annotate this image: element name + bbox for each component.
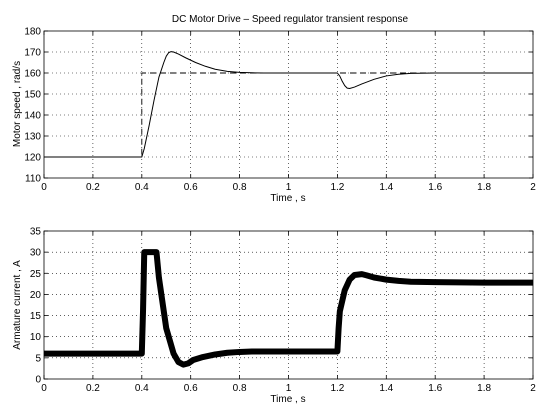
- top-chart-grid: [44, 31, 533, 178]
- bottom-chart-x-tick-label: 1.6: [428, 383, 442, 394]
- top-chart-y-axis-label: Motor speed , rad/s: [12, 61, 23, 147]
- bottom-chart-x-tick-label: 1.4: [379, 383, 393, 394]
- top-chart-x-tick-label: 0.2: [86, 182, 100, 193]
- bottom-chart-series: [44, 249, 533, 368]
- bottom-chart-x-tick-label: 1: [286, 383, 292, 394]
- bottom-chart-x-tick-label: 2: [530, 383, 536, 394]
- top-chart-y-tick-label: 140: [24, 111, 41, 122]
- bottom-chart-y-tick-label: 30: [30, 248, 42, 259]
- bottom-chart-y-tick-label: 15: [30, 311, 42, 322]
- top-chart-x-tick-label: 1.6: [428, 182, 442, 193]
- top-chart-y-ticks: 110 120 130 140 150 160 170 180: [24, 27, 533, 185]
- top-chart-y-tick-label: 180: [24, 27, 41, 38]
- top-chart-x-tick-label: 1.4: [379, 182, 393, 193]
- top-chart-y-tick-label: 130: [24, 132, 41, 143]
- top-chart-x-tick-label: 1.8: [477, 182, 491, 193]
- top-chart-title: DC Motor Drive – Speed regulator transie…: [172, 14, 409, 25]
- bottom-chart-x-tick-label: 0.6: [184, 383, 198, 394]
- bottom-chart-x-axis-label: Time , s: [270, 394, 305, 405]
- top-chart-x-tick-label: 1: [286, 182, 292, 193]
- bottom-chart-y-tick-label: 25: [30, 269, 42, 280]
- bottom-chart-x-ticks: 0 0.2 0.4 0.6 0.8 1 1.2 1.4 1.6 1.8 2: [41, 231, 536, 394]
- bottom-chart-y-ticks: 0 5 10 15 20 25 30 35: [30, 227, 533, 386]
- bottom-chart-y-tick-label: 0: [35, 375, 41, 386]
- bottom-chart-series-line-1: [44, 249, 533, 368]
- top-chart-x-tick-label: 2: [530, 182, 536, 193]
- top-chart-x-axis-label: Time , s: [270, 193, 305, 204]
- bottom-chart-y-axis-label: Armature current , A: [12, 260, 23, 350]
- bottom-chart-x-tick-label: 0.8: [233, 383, 247, 394]
- top-chart-x-tick-label: 1.2: [330, 182, 344, 193]
- top-chart-x-tick-label: 0.4: [135, 182, 149, 193]
- bottom-chart-grid: [44, 231, 533, 379]
- bottom-chart-y-tick-label: 5: [35, 353, 41, 364]
- top-chart-x-tick-label: 0.8: [233, 182, 247, 193]
- top-chart-x-tick-label: 0.6: [184, 182, 198, 193]
- top-chart-y-tick-label: 120: [24, 153, 41, 164]
- top-chart-series: [44, 51, 533, 158]
- top-chart-y-tick-label: 150: [24, 90, 41, 101]
- bottom-chart-x-tick-label: 0: [41, 383, 47, 394]
- top-chart-x-tick-label: 0: [41, 182, 47, 193]
- top-chart-y-tick-label: 170: [24, 48, 41, 59]
- top-chart-x-ticks: 0 0.2 0.4 0.6 0.8 1 1.2 1.4 1.6 1.8 2: [41, 31, 536, 193]
- top-chart-y-tick-label: 160: [24, 69, 41, 80]
- bottom-chart-frame: [43, 230, 534, 380]
- top-chart-y-tick-label: 110: [25, 174, 41, 185]
- bottom-chart-x-tick-label: 1.8: [477, 383, 491, 394]
- bottom-chart-x-tick-label: 1.2: [330, 383, 344, 394]
- bottom-chart-x-tick-label: 0.4: [135, 383, 149, 394]
- bottom-chart-y-tick-label: 35: [30, 227, 42, 238]
- bottom-chart-x-tick-label: 0.2: [86, 383, 100, 394]
- bottom-chart-y-tick-label: 10: [30, 332, 42, 343]
- bottom-chart-y-tick-label: 20: [30, 290, 42, 301]
